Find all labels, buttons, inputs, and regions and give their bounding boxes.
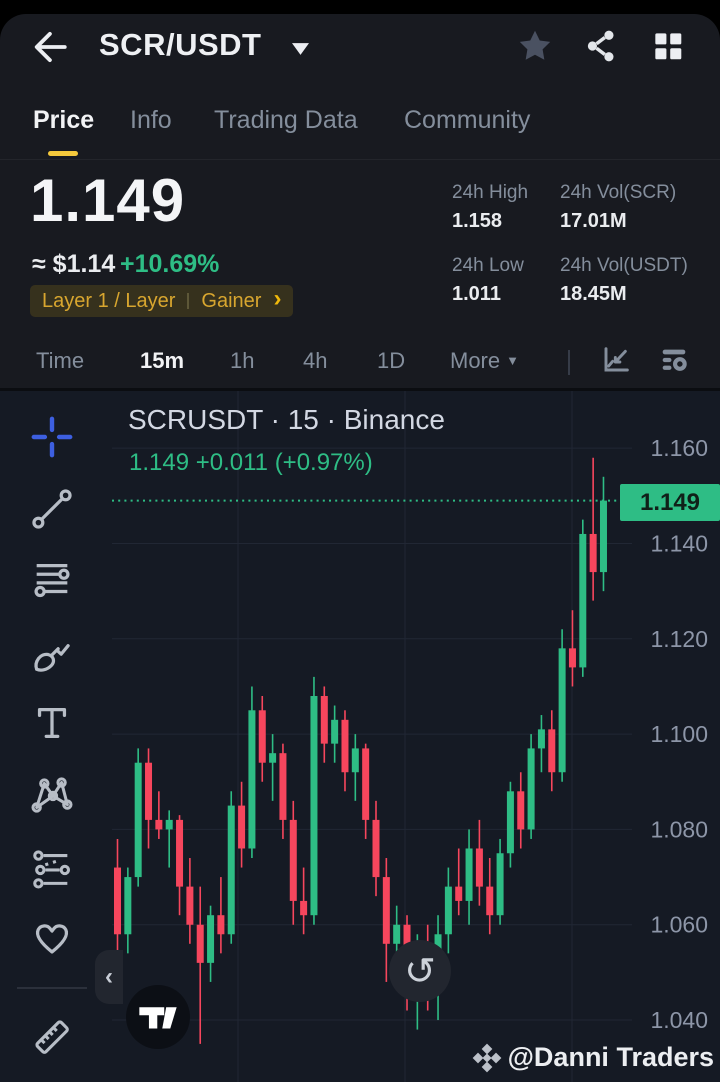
chevron-left-icon: ‹: [105, 963, 113, 990]
stat-24h-low: 24h Low 1.011: [452, 255, 524, 305]
svg-text:1.040: 1.040: [650, 1007, 708, 1033]
active-tab-underline: [48, 151, 78, 156]
svg-text:1.080: 1.080: [650, 816, 708, 842]
chevron-right-icon: ›: [273, 285, 282, 312]
tab-price[interactable]: Price: [33, 106, 95, 134]
text-tool-icon[interactable]: [29, 700, 75, 746]
token-tags-badge[interactable]: Layer 1 / Layer Gainer ›: [30, 285, 294, 317]
tab-info[interactable]: Info: [130, 106, 172, 134]
chart-legend-change: 1.149 +0.011 (+0.97%): [129, 449, 373, 476]
fib-lines-icon[interactable]: [29, 557, 75, 603]
svg-text:1.140: 1.140: [650, 530, 708, 556]
share-icon[interactable]: [582, 27, 620, 65]
tag-divider: [187, 293, 190, 309]
tab-trading-data[interactable]: Trading Data: [214, 106, 358, 134]
timeframe-time[interactable]: Time: [36, 348, 85, 373]
timeframe-1h[interactable]: 1h: [230, 348, 255, 373]
kline-chart-icon[interactable]: [600, 344, 632, 376]
fiat-approx: ≈ $1.14: [32, 250, 116, 278]
svg-text:1.100: 1.100: [650, 721, 708, 747]
favorites-heart-icon[interactable]: [29, 914, 75, 960]
pair-dropdown-caret-icon[interactable]: [292, 42, 309, 60]
timeframe-divider: [568, 350, 570, 375]
brush-icon[interactable]: [29, 630, 75, 676]
timeframe-1d[interactable]: 1D: [377, 348, 406, 373]
last-price: 1.149: [30, 167, 186, 234]
tab-community[interactable]: Community: [404, 106, 531, 134]
favorite-star-icon[interactable]: [516, 27, 554, 65]
toolbar-collapse-handle[interactable]: ‹: [95, 950, 123, 1004]
timeframe-15m[interactable]: 15m: [140, 348, 185, 373]
stat-24h-vol-quote: 24h Vol(USDT) 18.45M: [560, 255, 688, 305]
timeframe-more[interactable]: More ▼: [450, 348, 519, 373]
toolbar-divider: [17, 987, 87, 989]
ruler-icon[interactable]: [29, 1014, 75, 1060]
timeframe-4h[interactable]: 4h: [303, 348, 328, 373]
chart-settings-icon[interactable]: [658, 344, 690, 376]
change-percent: +10.69%: [120, 250, 220, 278]
last-price-axis-badge[interactable]: 1.149: [620, 484, 720, 521]
back-arrow-icon: [34, 31, 67, 63]
stat-24h-vol-base: 24h Vol(SCR) 17.01M: [560, 182, 677, 232]
svg-text:1.060: 1.060: [650, 912, 708, 938]
apps-grid-icon[interactable]: [649, 27, 687, 65]
pair-title[interactable]: SCR/USDT: [99, 27, 262, 62]
refresh-button[interactable]: ↺: [389, 940, 451, 1002]
binance-diamond-icon: [472, 1043, 501, 1072]
tag-gainer: Gainer: [201, 289, 262, 312]
tradingview-logo[interactable]: [126, 985, 190, 1049]
watermark-handle: @Danni Traders: [507, 1042, 714, 1072]
section-divider: [0, 388, 720, 391]
svg-text:1.160: 1.160: [650, 435, 708, 461]
svg-text:1.120: 1.120: [650, 626, 708, 652]
chart-legend-title[interactable]: SCRUSDT · 15 · Binance: [128, 404, 445, 435]
forecast-tool-icon[interactable]: [29, 846, 75, 892]
tab-bar: Price Info Trading Data Community: [0, 96, 720, 160]
back-button[interactable]: [28, 26, 70, 68]
crosshair-icon[interactable]: [29, 414, 75, 460]
trend-line-icon[interactable]: [29, 486, 75, 532]
tag-category: Layer 1 / Layer: [42, 289, 176, 312]
stat-24h-high: 24h High 1.158: [452, 182, 529, 232]
caret-down-icon: ▼: [506, 353, 519, 368]
xabcd-pattern-icon[interactable]: [29, 772, 75, 818]
price-chart[interactable]: 1.160 1.140 1.120 1.100 1.080 1.060 1.040: [0, 391, 720, 1082]
watermark: @Danni Traders: [472, 1042, 714, 1073]
